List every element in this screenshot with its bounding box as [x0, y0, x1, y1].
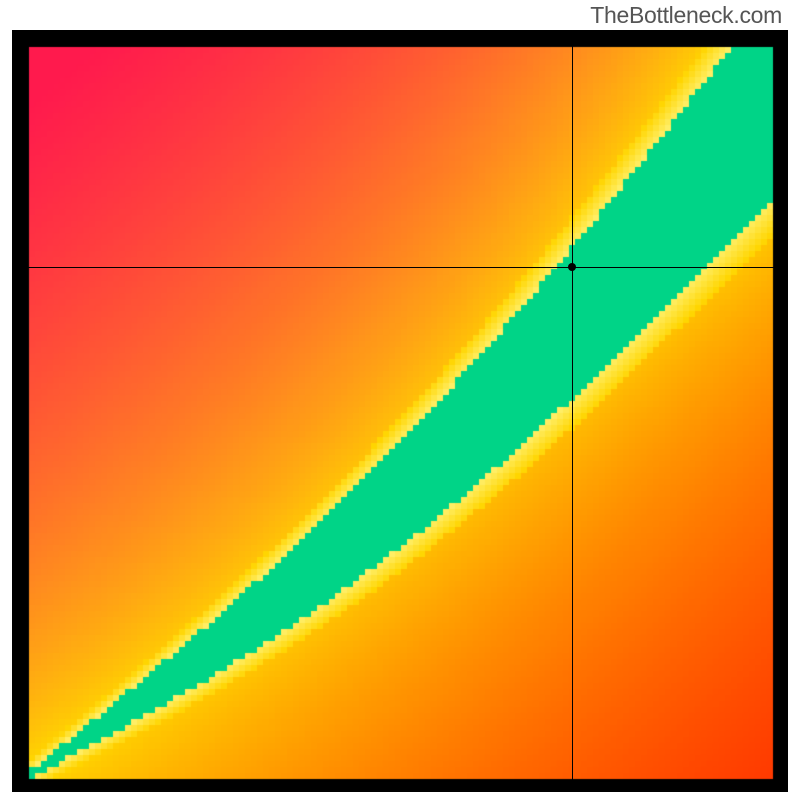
- heatmap-plot: [12, 30, 788, 792]
- crosshair-vertical: [572, 30, 573, 792]
- crosshair-horizontal: [12, 267, 788, 268]
- heatmap-canvas: [12, 30, 788, 792]
- watermark-text: TheBottleneck.com: [590, 2, 782, 29]
- crosshair-marker: [568, 263, 576, 271]
- chart-container: TheBottleneck.com: [0, 0, 800, 800]
